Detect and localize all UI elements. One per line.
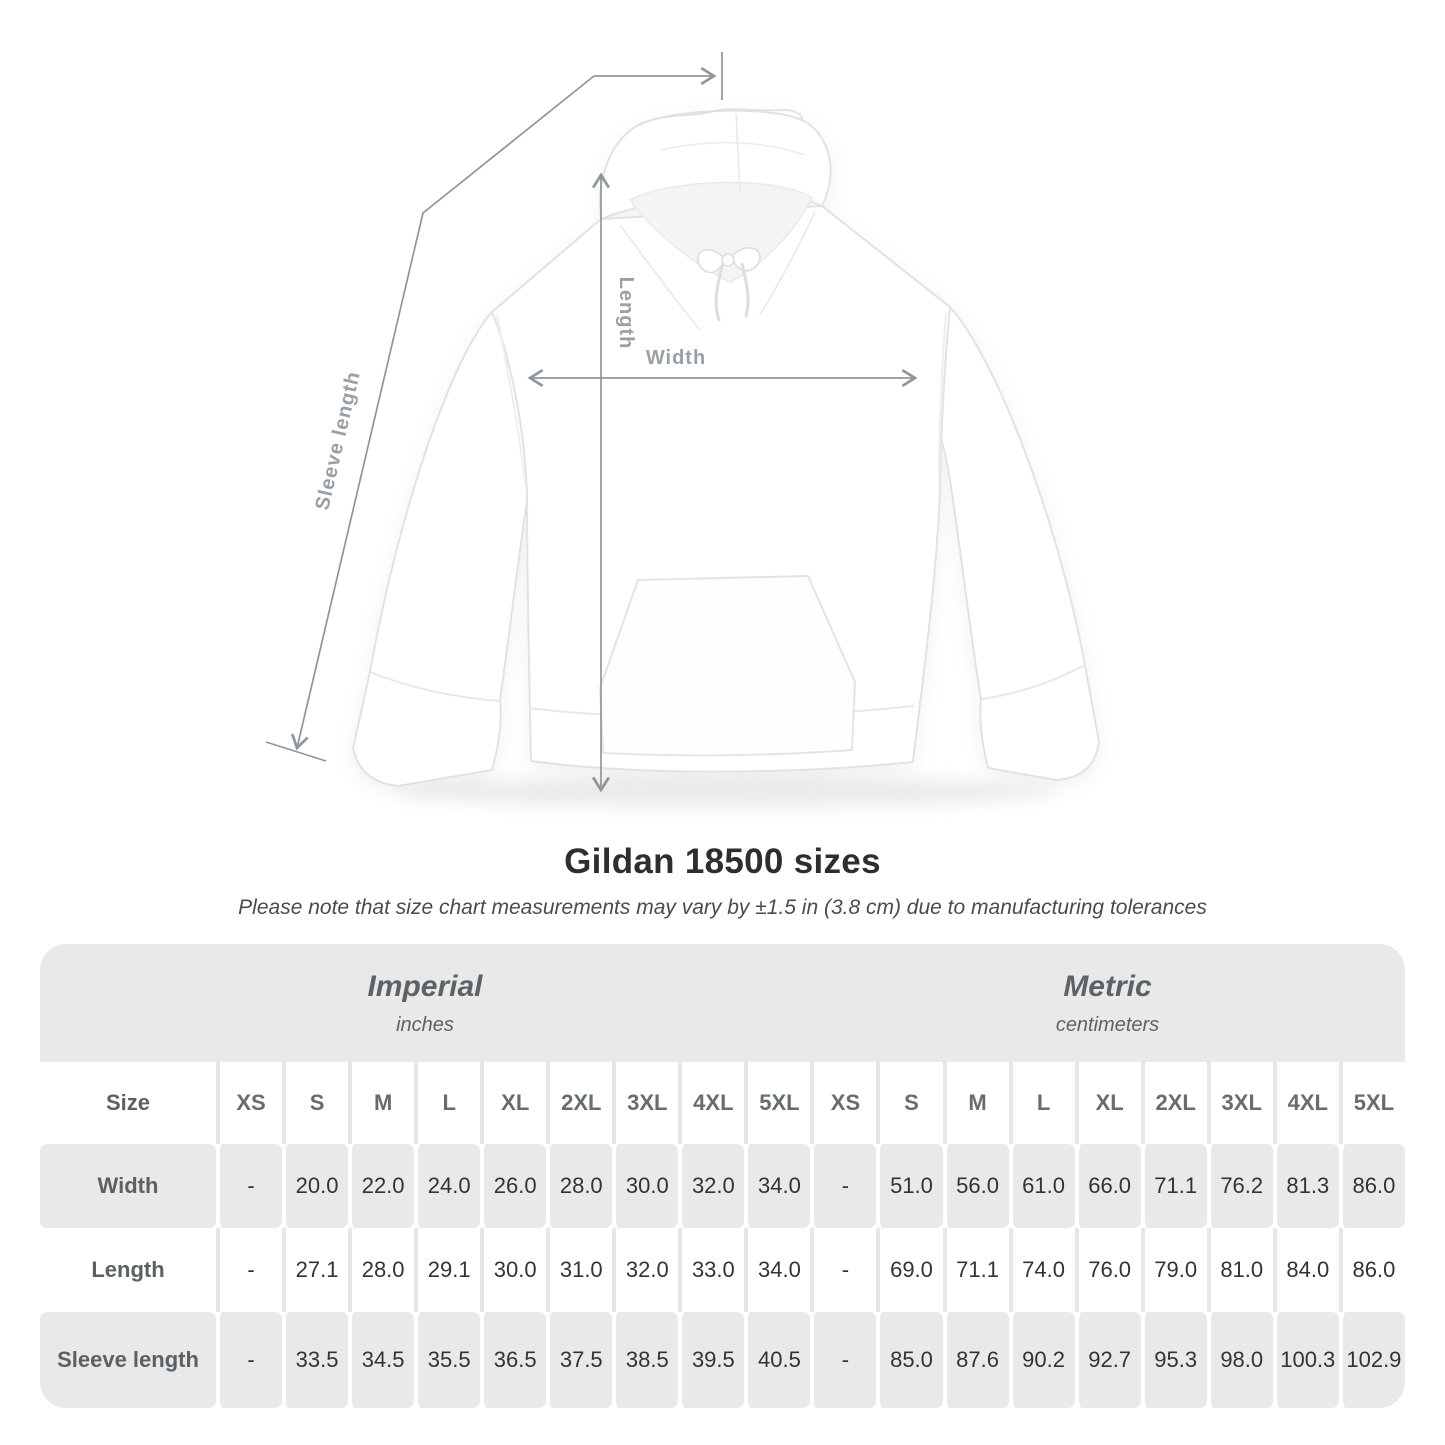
- table-row-sleeve-length: Sleeve length - 33.5 34.5 35.5 36.5 37.5…: [40, 1312, 1405, 1408]
- size-col-metric-l: L: [1008, 1062, 1075, 1144]
- size-col-imperial-2xl: 2XL: [546, 1062, 613, 1144]
- size-col-imperial-m: M: [348, 1062, 415, 1144]
- size-table: Imperial inches Metric centimeters Size …: [40, 944, 1405, 1408]
- page-title: Gildan 18500 sizes: [564, 842, 881, 881]
- size-measurements-table: Size XS S M L XL 2XL 3XL 4XL 5XL XS S M …: [40, 1062, 1405, 1408]
- hoodie-illustration: [352, 108, 1100, 787]
- size-column-header: Size: [40, 1062, 216, 1144]
- size-col-metric-m: M: [942, 1062, 1009, 1144]
- size-col-metric-5xl: 5XL: [1338, 1062, 1405, 1144]
- size-col-imperial-l: L: [414, 1062, 481, 1144]
- size-col-imperial-xl: XL: [480, 1062, 547, 1144]
- size-col-metric-3xl: 3XL: [1206, 1062, 1273, 1144]
- row-label-width: Width: [40, 1144, 216, 1228]
- size-col-metric-s: S: [876, 1062, 943, 1144]
- size-col-imperial-3xl: 3XL: [612, 1062, 679, 1144]
- row-label-length: Length: [40, 1228, 216, 1312]
- metric-section-header: Metric centimeters: [810, 944, 1405, 1062]
- size-col-imperial-5xl: 5XL: [744, 1062, 811, 1144]
- size-col-metric-4xl: 4XL: [1272, 1062, 1339, 1144]
- unit-header-band: Imperial inches Metric centimeters: [40, 944, 1405, 1062]
- size-col-imperial-4xl: 4XL: [678, 1062, 745, 1144]
- size-col-metric-2xl: 2XL: [1140, 1062, 1207, 1144]
- size-header-row: Size XS S M L XL 2XL 3XL 4XL 5XL XS S M …: [40, 1062, 1405, 1144]
- sleeve-end-tick: [265, 741, 327, 762]
- garment-shadow: [395, 777, 1055, 807]
- sleeve-arrow-diagonal: [290, 75, 595, 751]
- hoodie-measurement-diagram: Width Length Sleeve length: [265, 52, 1100, 807]
- metric-label: Metric: [1063, 969, 1152, 1003]
- measurement-arrows: [265, 52, 918, 793]
- length-arrow-label: Length: [615, 277, 637, 350]
- imperial-label: Imperial: [367, 969, 483, 1003]
- table-row-length: Length - 27.1 28.0 29.1 30.0 31.0 32.0 3…: [40, 1228, 1405, 1312]
- width-arrow-label: Width: [646, 347, 706, 369]
- table-row-width: Width - 20.0 22.0 24.0 26.0 28.0 30.0 32…: [40, 1144, 1405, 1228]
- size-col-metric-xl: XL: [1074, 1062, 1141, 1144]
- imperial-unit-label: inches: [396, 1013, 454, 1036]
- imperial-section-header: Imperial inches: [40, 944, 810, 1062]
- size-col-metric-xs: XS: [810, 1062, 877, 1144]
- tolerance-note: Please note that size chart measurements…: [238, 896, 1207, 919]
- size-col-imperial-s: S: [282, 1062, 349, 1144]
- size-col-imperial-xs: XS: [216, 1062, 283, 1144]
- row-label-sleeve-length: Sleeve length: [40, 1312, 216, 1408]
- metric-unit-label: centimeters: [1055, 1013, 1160, 1036]
